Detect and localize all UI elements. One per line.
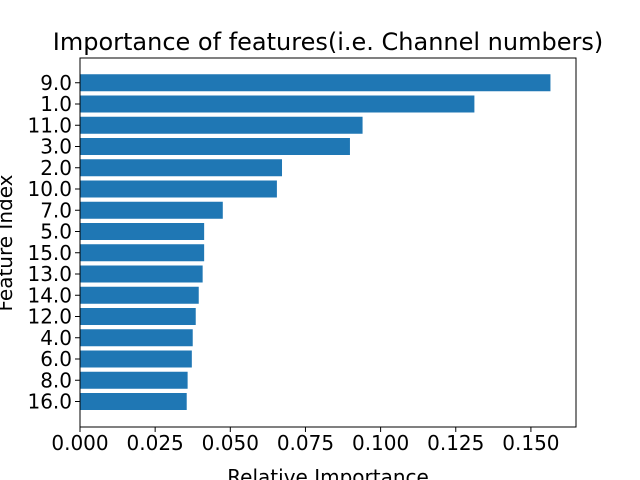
y-tick-label: 13.0 (27, 262, 72, 286)
y-tick-label: 7.0 (40, 198, 72, 222)
bar-11.0 (80, 116, 363, 134)
bar-1.0 (80, 95, 475, 113)
bar-15.0 (80, 244, 205, 262)
y-tick-label: 11.0 (27, 113, 72, 137)
y-tick-label: 10.0 (27, 177, 72, 201)
y-tick-label: 6.0 (40, 347, 72, 371)
plot-frame (79, 57, 577, 428)
y-tick-label: 12.0 (27, 305, 72, 329)
y-tick-label: 16.0 (27, 390, 72, 414)
bar-13.0 (80, 265, 203, 283)
y-tick-label: 14.0 (27, 283, 72, 307)
bar-2.0 (80, 159, 283, 177)
bar-10.0 (80, 180, 277, 198)
x-tick-label: 0.125 (427, 431, 484, 455)
bar-8.0 (80, 371, 188, 389)
bar-4.0 (80, 329, 193, 347)
y-axis-label: Feature Index (0, 174, 17, 311)
x-axis-ticks: 0.000 0.025 0.050 0.075 0.100 0.125 0.150 (51, 427, 560, 455)
bars-group (80, 74, 551, 410)
y-tick-label: 2.0 (40, 156, 72, 180)
y-tick-label: 15.0 (27, 241, 72, 265)
y-tick-label: 5.0 (40, 220, 72, 244)
y-tick-label: 1.0 (40, 92, 72, 116)
bar-5.0 (80, 223, 205, 240)
y-tick-label: 8.0 (40, 368, 72, 392)
bar-14.0 (80, 286, 199, 304)
y-axis-ticks: 16.08.06.04.012.014.013.015.05.07.010.02… (27, 71, 80, 414)
x-tick-label: 0.075 (277, 431, 334, 455)
bar-16.0 (80, 393, 187, 410)
x-tick-label: 0.100 (352, 431, 409, 455)
x-tick-label: 0.000 (51, 431, 108, 455)
bar-12.0 (80, 308, 196, 325)
x-tick-label: 0.025 (127, 431, 184, 455)
bar-3.0 (80, 138, 350, 155)
y-tick-label: 3.0 (40, 135, 72, 159)
chart-title: Importance of features(i.e. Channel numb… (53, 28, 603, 56)
y-tick-label: 9.0 (40, 71, 72, 95)
bar-6.0 (80, 350, 192, 368)
y-tick-label: 4.0 (40, 326, 72, 350)
bar-7.0 (80, 201, 223, 219)
x-tick-label: 0.050 (202, 431, 259, 455)
bar-9.0 (80, 74, 551, 92)
x-axis-label: Relative Importance (227, 465, 429, 480)
x-tick-label: 0.150 (502, 431, 559, 455)
